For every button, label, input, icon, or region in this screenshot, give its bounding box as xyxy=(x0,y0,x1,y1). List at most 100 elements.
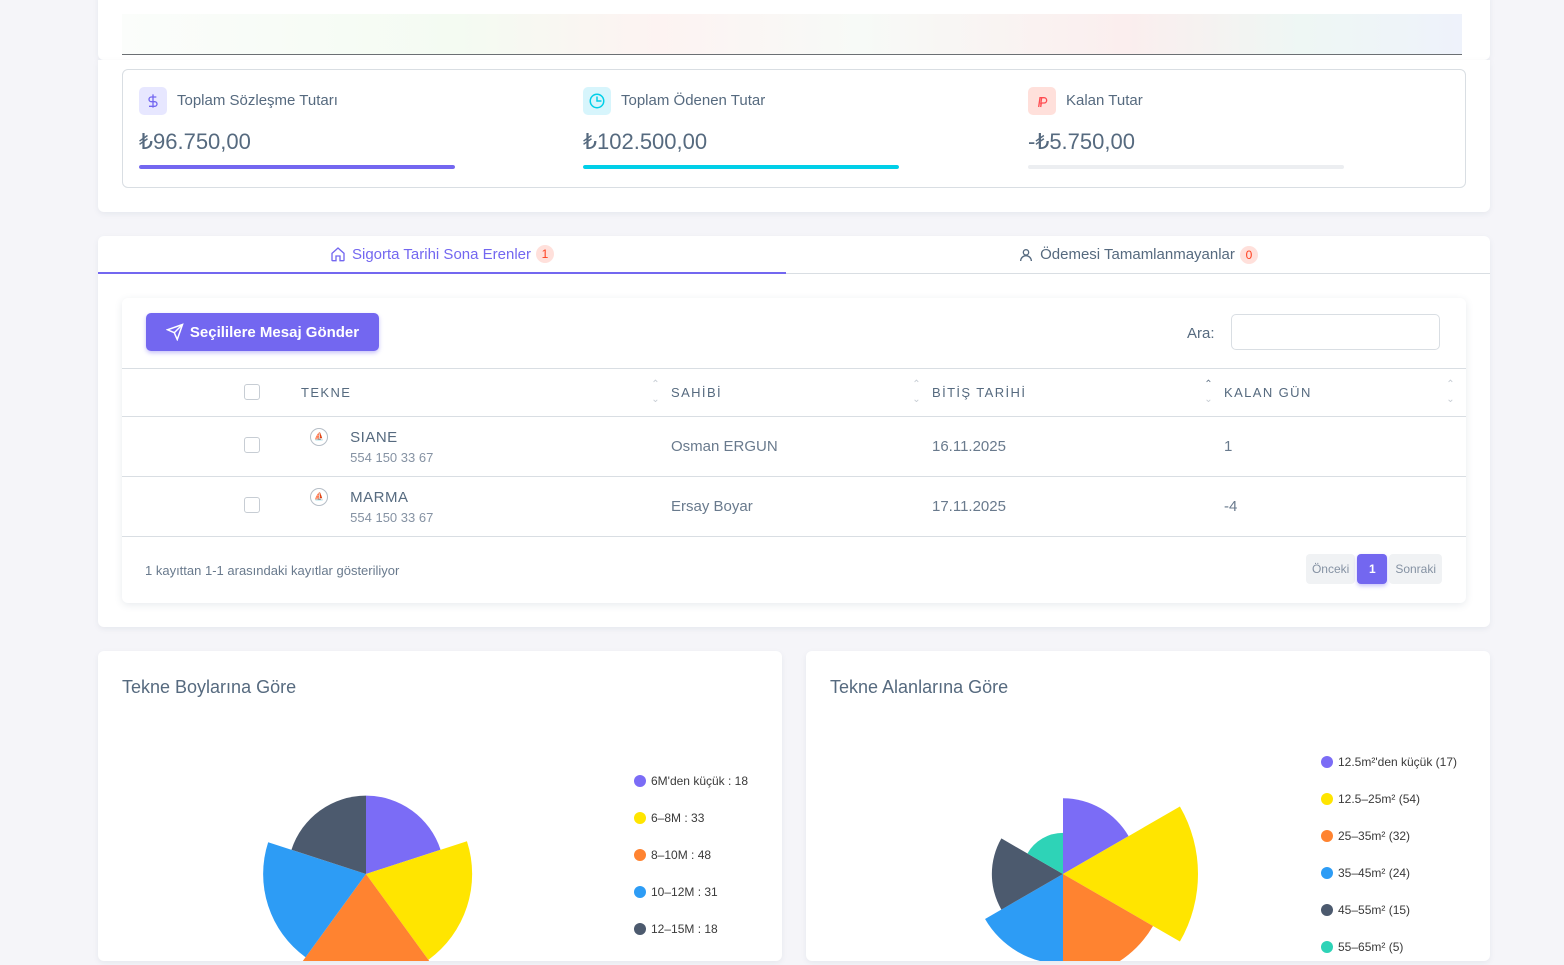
polar-segment[interactable] xyxy=(1063,798,1129,874)
stat-progress xyxy=(139,165,455,169)
owner-cell: Ersay Boyar xyxy=(671,476,932,537)
polar-segment[interactable] xyxy=(366,795,441,874)
chart-legend: 6M'den küçük : 18 6–8M : 33 8–10M : 48 10–1… xyxy=(634,762,748,947)
legend-label: 10–12M : 31 xyxy=(651,884,718,899)
legend-item[interactable]: 12–15M : 18 xyxy=(634,910,748,947)
pagination: Önceki 1 Sonraki xyxy=(1304,554,1442,584)
table-panel: Seçililere Mesaj Gönder Ara: TEKNE ⌃ ⌄ SAH… xyxy=(122,298,1466,603)
row-checkbox[interactable] xyxy=(244,436,260,453)
legend-marker xyxy=(1321,866,1333,879)
boat-area-polar-chart xyxy=(985,798,1198,961)
boat-length-chart-card: Tekne Boylarına Göre 6M'den küçük : 18 6–… xyxy=(98,651,782,961)
pagination-next[interactable]: Sonraki xyxy=(1389,554,1442,584)
days-left-cell: -4 xyxy=(1224,476,1466,537)
legend-item[interactable]: 8–10M : 48 xyxy=(634,836,748,873)
dollar-icon xyxy=(139,87,167,115)
stat-paid-total: Toplam Ödenen Tutar ₺102.500,00 xyxy=(583,87,899,169)
pagination-page-1[interactable]: 1 xyxy=(1357,554,1388,584)
tab-bar: Sigorta Tarihi Sona Erenler 1 Ödemesi Ta… xyxy=(98,236,1490,274)
column-header-boat[interactable]: TEKNE ⌃ ⌄ xyxy=(301,368,671,417)
legend-item[interactable]: 6–8M : 33 xyxy=(634,799,748,836)
table-row[interactable]: ⛵ MARMA 554 150 33 67 Ersay Boyar 17.11.… xyxy=(122,476,1466,537)
select-all-checkbox[interactable] xyxy=(244,384,260,400)
sort-icon: ⌃ ⌄ xyxy=(1204,379,1214,405)
pagination-prev[interactable]: Önceki xyxy=(1305,554,1356,584)
table-header-row: TEKNE ⌃ ⌄ SAHİBİ ⌃ ⌄ BİTİŞ TARİHİ ⌃ ⌄ KALAN GÜ… xyxy=(122,368,1466,417)
legend-marker xyxy=(1321,903,1333,916)
stat-progress-fill xyxy=(139,165,455,169)
user-icon xyxy=(1020,248,1033,261)
legend-marker xyxy=(1321,792,1333,805)
summary-box: Toplam Sözleşme Tutarı ₺96.750,00 Toplam… xyxy=(122,69,1466,188)
stat-value: ₺102.500,00 xyxy=(583,129,708,154)
sort-icon: ⌃ ⌄ xyxy=(651,379,661,405)
table-row[interactable]: ⛵ SIANE 554 150 33 67 Osman ERGUN 16.11.… xyxy=(122,416,1466,477)
legend-item[interactable]: 12.5–25m² (54) xyxy=(1321,780,1457,817)
home-icon xyxy=(331,247,345,262)
legend-item[interactable]: 6M'den küçük : 18 xyxy=(634,762,748,799)
chart-title: Tekne Boylarına Göre xyxy=(122,677,297,697)
tab-insurance-expiring[interactable]: Sigorta Tarihi Sona Erenler 1 xyxy=(98,236,786,274)
payment-summary-card: Toplam Sözleşme Tutarı ₺96.750,00 Toplam… xyxy=(98,60,1490,212)
stat-label: Toplam Ödenen Tutar xyxy=(621,92,766,109)
paypal-icon xyxy=(1028,87,1056,115)
polar-segment[interactable] xyxy=(291,795,366,874)
table-info: 1 kayıttan 1-1 arasındaki kayıtlar göste… xyxy=(145,563,400,578)
tab-label: Sigorta Tarihi Sona Erenler xyxy=(352,245,531,263)
search-input[interactable] xyxy=(1231,314,1440,350)
top-banner-card xyxy=(98,0,1490,60)
boat-phone: 554 150 33 67 xyxy=(350,509,434,525)
search-label: Ara: xyxy=(1187,325,1215,342)
legend-item[interactable]: 10–12M : 31 xyxy=(634,873,748,910)
polar-segment[interactable] xyxy=(366,841,473,960)
column-header-owner[interactable]: SAHİBİ ⌃ ⌄ xyxy=(671,368,932,417)
boat-length-polar-chart xyxy=(263,795,473,961)
row-checkbox[interactable] xyxy=(244,496,260,513)
legend-item[interactable]: 25–35m² (32) xyxy=(1321,817,1457,854)
send-message-button[interactable]: Seçililere Mesaj Gönder xyxy=(146,313,379,351)
sort-icon: ⌃ ⌄ xyxy=(1446,379,1456,405)
column-header-days-left[interactable]: KALAN GÜN ⌃ ⌄ xyxy=(1224,368,1466,417)
clock-icon xyxy=(583,87,611,115)
legend-marker xyxy=(634,811,646,824)
stat-progress xyxy=(1028,165,1344,169)
stat-remaining: Kalan Tutar -₺5.750,00 xyxy=(1028,87,1344,169)
stat-value: ₺96.750,00 xyxy=(139,129,251,154)
stat-label: Kalan Tutar xyxy=(1066,92,1143,109)
boat-name: SIANE xyxy=(350,428,398,446)
polar-segment[interactable] xyxy=(263,842,366,958)
legend-item[interactable]: 45–55m² (15) xyxy=(1321,891,1457,928)
legend-label: 6–8M : 33 xyxy=(651,810,705,825)
polar-segment[interactable] xyxy=(1027,832,1063,874)
stat-label: Toplam Sözleşme Tutarı xyxy=(177,92,338,109)
tab-label: Ödemesi Tamamlanmayanlar xyxy=(1040,246,1235,263)
legend-label: 25–35m² (32) xyxy=(1338,828,1411,843)
boat-avatar-icon: ⛵ xyxy=(310,427,328,446)
legend-label: 12.5–25m² (54) xyxy=(1338,791,1421,806)
boat-name: MARMA xyxy=(350,488,409,506)
tab-unpaid[interactable]: Ödemesi Tamamlanmayanlar 0 xyxy=(786,236,1490,273)
stat-progress-fill xyxy=(583,165,899,169)
legend-label: 12.5m²'den küçük (17) xyxy=(1338,754,1458,769)
legend-item[interactable]: 35–45m² (24) xyxy=(1321,854,1457,891)
expiring-table: TEKNE ⌃ ⌄ SAHİBİ ⌃ ⌄ BİTİŞ TARİHİ ⌃ ⌄ KALAN GÜ… xyxy=(122,368,1466,537)
polar-segment[interactable] xyxy=(1063,806,1198,942)
polar-segment[interactable] xyxy=(985,874,1063,961)
legend-marker xyxy=(1321,755,1333,768)
polar-segment[interactable] xyxy=(1063,874,1153,961)
legend-marker xyxy=(634,774,646,787)
polar-segment[interactable] xyxy=(991,838,1063,910)
stat-contract-total: Toplam Sözleşme Tutarı ₺96.750,00 xyxy=(139,87,455,169)
stat-progress xyxy=(583,165,899,169)
stat-value: -₺5.750,00 xyxy=(1028,129,1135,154)
legend-label: 6M'den küçük : 18 xyxy=(651,773,749,788)
owner-cell: Osman ERGUN xyxy=(671,416,932,477)
legend-item[interactable]: 12.5m²'den küçük (17) xyxy=(1321,743,1457,780)
legend-label: 12–15M : 18 xyxy=(651,921,718,936)
boat-avatar-icon: ⛵ xyxy=(310,487,328,506)
legend-marker xyxy=(1321,829,1333,842)
expiring-insurance-card: Sigorta Tarihi Sona Erenler 1 Ödemesi Ta… xyxy=(98,236,1490,627)
legend-label: 8–10M : 48 xyxy=(651,847,712,862)
polar-segment[interactable] xyxy=(291,874,441,961)
column-header-end-date[interactable]: BİTİŞ TARİHİ ⌃ ⌄ xyxy=(932,368,1224,417)
